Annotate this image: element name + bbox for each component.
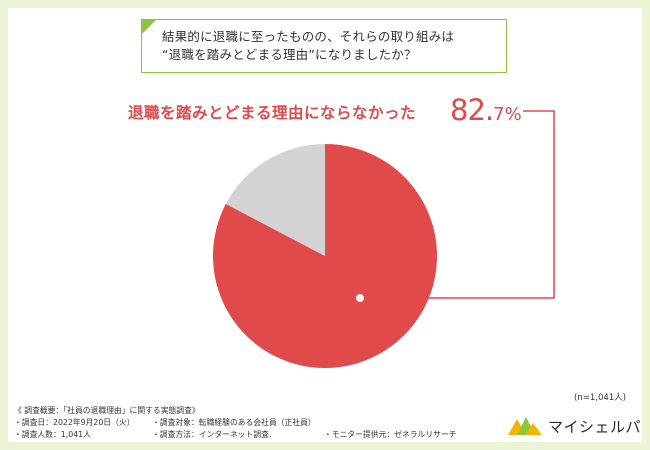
survey-date: ・調査日：2022年9月20日（火）: [14, 418, 135, 427]
question-box: 結果的に退職に至ったものの、それらの取り組みは “退職を踏みとどまる理由”になり…: [141, 19, 507, 73]
brand-logo: マイシェルパ: [508, 415, 642, 437]
callout-leader-line: [360, 110, 555, 299]
survey-title: 《 調査概要：「社員の退職理由」に関する実態調査》: [14, 406, 200, 415]
survey-method: ・調査方法：インターネット調査.: [152, 430, 272, 439]
callout-anchor-dot: [354, 292, 366, 304]
brand-logo-text: マイシェルパ: [548, 418, 642, 436]
survey-target: ・調査対象：転職経験のある会社員（正社員）: [152, 418, 316, 427]
survey-provider: ・モニター提供元：ゼネラルリサーチ: [324, 430, 457, 439]
question-line-2: “退職を踏みとどまる理由”になりましたか？: [162, 47, 417, 62]
question-text: 結果的に退職に至ったものの、それらの取り組みは “退職を踏みとどまる理由”になり…: [162, 28, 502, 64]
survey-count: ・調査人数：1,041人: [14, 430, 91, 439]
question-line-1: 結果的に退職に至ったものの、それらの取り組みは: [162, 29, 455, 44]
question-corner-triangle: [141, 19, 157, 35]
pie-slices: [213, 144, 438, 369]
percent-main: 82.: [450, 93, 494, 127]
percent-decimal: 7%: [493, 104, 522, 125]
callout-percent: 82.7%: [450, 93, 522, 127]
mountain-logo-icon: [508, 417, 542, 435]
callout-label: 退職を踏みとどまる理由にならなかった: [128, 104, 417, 122]
pie-slice-2: [225, 144, 325, 256]
sample-size: (n=1,041人): [574, 393, 626, 403]
